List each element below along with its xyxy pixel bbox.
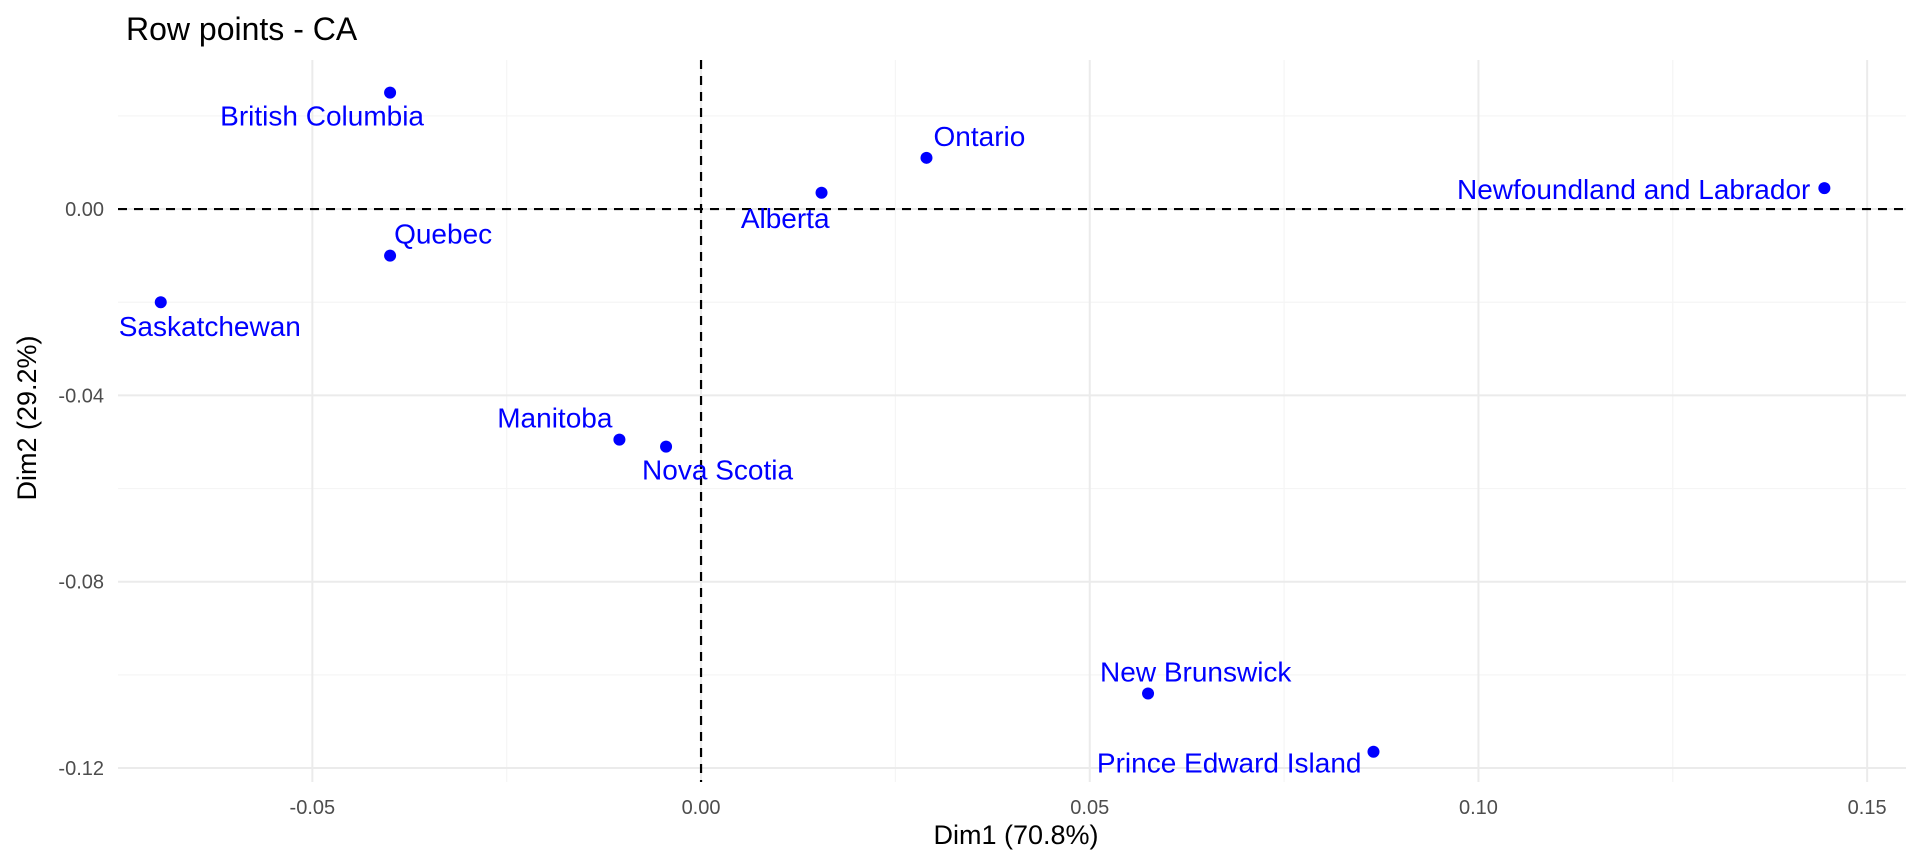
tick-labels: -0.05 0.00 0.05 0.10 0.15 -0.12 -0.08 -0.04 0.00 [58,199,1886,819]
data-point [384,86,397,99]
x-axis-title: Dim1 (70.8%) [933,820,1098,850]
point-label: Newfoundland and Labrador [1457,174,1810,205]
point-label: New Brunswick [1100,656,1292,687]
point-label: Ontario [933,121,1025,152]
x-tick-label: -0.05 [290,797,336,819]
point-label: Nova Scotia [642,455,793,486]
y-axis-title: Dim2 (29.2%) [12,335,42,500]
y-tick-label: -0.04 [58,385,104,407]
x-tick-label: 0.15 [1848,797,1887,819]
data-point [815,186,828,199]
y-tick-label: -0.08 [58,572,104,594]
x-tick-label: 0.00 [682,797,721,819]
data-points [154,86,1831,758]
data-point [154,296,167,309]
point-label: Prince Edward Island [1097,748,1362,779]
data-point [660,440,673,453]
y-tick-label: 0.00 [65,199,104,221]
data-point [613,433,626,446]
point-label: Manitoba [497,403,613,434]
data-point [1367,745,1380,758]
reference-lines [118,60,1906,782]
chart-title: Row points - CA [126,11,358,47]
point-label: Saskatchewan [119,311,301,342]
data-point [384,249,397,262]
point-label: Alberta [741,203,830,234]
point-label: Quebec [394,219,492,250]
point-labels: British Columbia Ontario Alberta Newfoundla… [119,101,1811,779]
data-point [1818,182,1831,195]
data-point [920,151,933,164]
y-tick-label: -0.12 [58,758,104,780]
point-label: British Columbia [220,101,424,132]
x-tick-label: 0.05 [1070,797,1109,819]
data-point [1142,687,1155,700]
x-tick-label: 0.10 [1459,797,1498,819]
grid-lines [118,60,1906,782]
